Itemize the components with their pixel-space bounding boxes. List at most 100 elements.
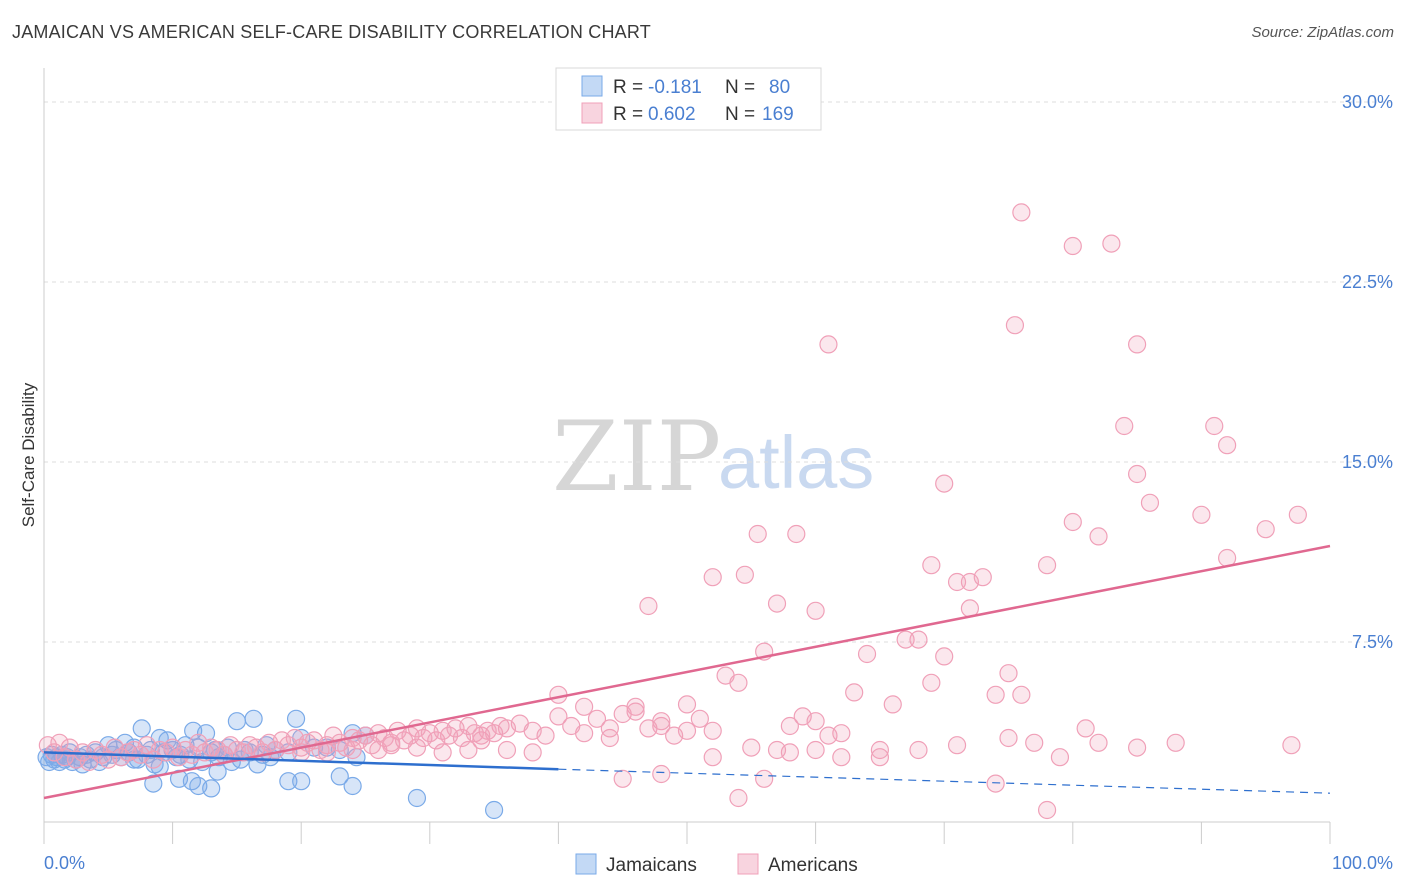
american-point-135 bbox=[947, 572, 967, 592]
american-point-155 bbox=[729, 788, 748, 808]
axes bbox=[43, 68, 1331, 844]
legend-r-value-1: -0.181 bbox=[648, 77, 702, 98]
jamaican-point-77 bbox=[330, 767, 349, 786]
american-point-105 bbox=[922, 673, 941, 692]
x-tick-label-0: 0.0% bbox=[44, 853, 85, 873]
american-point-156 bbox=[755, 769, 774, 788]
jamaican-point-27 bbox=[132, 719, 151, 738]
american-point-146 bbox=[1218, 436, 1237, 455]
tick-labels: 7.5% 15.0% 22.5% 30.0% 0.0% 100.0% bbox=[44, 92, 1393, 873]
bottom-jamaicans-label: Jamaicans bbox=[606, 855, 697, 876]
jamaican-point-76 bbox=[292, 772, 311, 791]
grid-lines bbox=[44, 101, 1392, 643]
american-point-75 bbox=[536, 726, 555, 745]
chart-title: JAMAICAN VS AMERICAN SELF-CARE DISABILIT… bbox=[12, 22, 651, 42]
american-point-80 bbox=[600, 728, 619, 748]
jamaicans-trend-line bbox=[43, 751, 559, 771]
american-point-165 bbox=[1050, 748, 1070, 767]
jamaican-point-79 bbox=[407, 788, 427, 808]
american-point-176 bbox=[343, 740, 362, 760]
american-point-141 bbox=[1115, 416, 1134, 436]
american-point-128 bbox=[748, 524, 767, 544]
bottom-americans-label: Americans bbox=[768, 855, 858, 876]
trend-lines bbox=[43, 544, 1331, 800]
jamaican-point-60 bbox=[286, 709, 306, 728]
american-point-166 bbox=[870, 740, 890, 760]
american-point-76 bbox=[549, 707, 568, 726]
american-point-110 bbox=[986, 685, 1005, 704]
american-point-138 bbox=[1012, 203, 1031, 222]
american-point-117 bbox=[1089, 733, 1108, 752]
american-point-119 bbox=[1166, 733, 1185, 752]
y-tick-label-3: 30.0% bbox=[1342, 92, 1393, 112]
american-point-78 bbox=[575, 724, 594, 743]
y-tick-label-1: 15.0% bbox=[1342, 452, 1393, 472]
jamaican-point-75 bbox=[279, 772, 298, 791]
watermark-zip: ZIP bbox=[552, 401, 721, 513]
american-point-102 bbox=[883, 695, 902, 714]
american-point-104 bbox=[909, 630, 928, 649]
y-tick-label-0: 7.5% bbox=[1352, 632, 1393, 652]
american-point-79 bbox=[587, 709, 607, 728]
american-point-66 bbox=[459, 716, 478, 736]
top-legend-box bbox=[555, 67, 822, 131]
american-point-82 bbox=[626, 697, 645, 716]
american-point-170 bbox=[472, 731, 491, 750]
american-point-139 bbox=[1063, 236, 1082, 256]
legend-n-label-2: N = bbox=[725, 104, 755, 125]
american-point-123 bbox=[1282, 736, 1301, 755]
watermark: ZIP atlas bbox=[552, 401, 874, 513]
american-point-100 bbox=[857, 644, 877, 664]
american-point-109 bbox=[973, 568, 992, 587]
american-point-168 bbox=[497, 740, 517, 760]
jamaican-point-68 bbox=[144, 774, 163, 793]
american-point-129 bbox=[767, 594, 787, 613]
american-point-171 bbox=[459, 740, 478, 760]
american-point-167 bbox=[909, 740, 928, 760]
jamaican-point-78 bbox=[343, 776, 362, 796]
american-point-158 bbox=[806, 740, 825, 760]
american-point-118 bbox=[1127, 738, 1147, 757]
american-point-149 bbox=[575, 697, 594, 716]
jamaican-point-80 bbox=[485, 800, 504, 820]
american-point-162 bbox=[986, 774, 1005, 793]
american-point-134 bbox=[935, 474, 954, 493]
american-point-113 bbox=[1025, 733, 1044, 752]
jamaican-point-42 bbox=[196, 724, 216, 743]
american-point-87 bbox=[690, 709, 709, 728]
american-point-122 bbox=[1256, 520, 1275, 539]
american-point-103 bbox=[896, 630, 915, 649]
american-point-132 bbox=[819, 335, 838, 354]
american-point-124 bbox=[1288, 505, 1307, 524]
legend-r-label-2: R = bbox=[613, 104, 643, 125]
american-point-154 bbox=[703, 748, 722, 767]
x-tick-label-1: 100.0% bbox=[1332, 853, 1393, 873]
legend-r-label-1: R = bbox=[613, 77, 643, 98]
american-point-152 bbox=[652, 716, 671, 736]
jamaicans-swatch bbox=[581, 75, 603, 97]
jamaican-point-72 bbox=[202, 779, 221, 798]
american-point-175 bbox=[369, 740, 388, 760]
american-point-163 bbox=[1037, 800, 1057, 820]
american-point-147 bbox=[1089, 527, 1108, 546]
american-point-143 bbox=[1140, 493, 1160, 512]
american-point-115 bbox=[1063, 512, 1082, 532]
american-point-112 bbox=[1012, 685, 1031, 704]
american-point-177 bbox=[317, 743, 337, 762]
american-point-140 bbox=[1102, 234, 1121, 253]
american-point-173 bbox=[407, 738, 427, 757]
american-point-150 bbox=[600, 719, 619, 738]
american-point-130 bbox=[787, 524, 806, 544]
american-point-99 bbox=[845, 683, 864, 702]
legend-r-value-2: 0.602 bbox=[648, 104, 696, 125]
american-point-96 bbox=[806, 712, 825, 731]
american-point-159 bbox=[832, 724, 851, 743]
american-point-120 bbox=[1192, 505, 1211, 524]
jamaican-point-49 bbox=[227, 712, 246, 731]
american-point-106 bbox=[935, 647, 954, 666]
american-point-153 bbox=[677, 721, 697, 740]
american-point-145 bbox=[1205, 416, 1224, 436]
legend-n-label-1: N = bbox=[725, 77, 755, 98]
american-point-2 bbox=[50, 733, 69, 752]
